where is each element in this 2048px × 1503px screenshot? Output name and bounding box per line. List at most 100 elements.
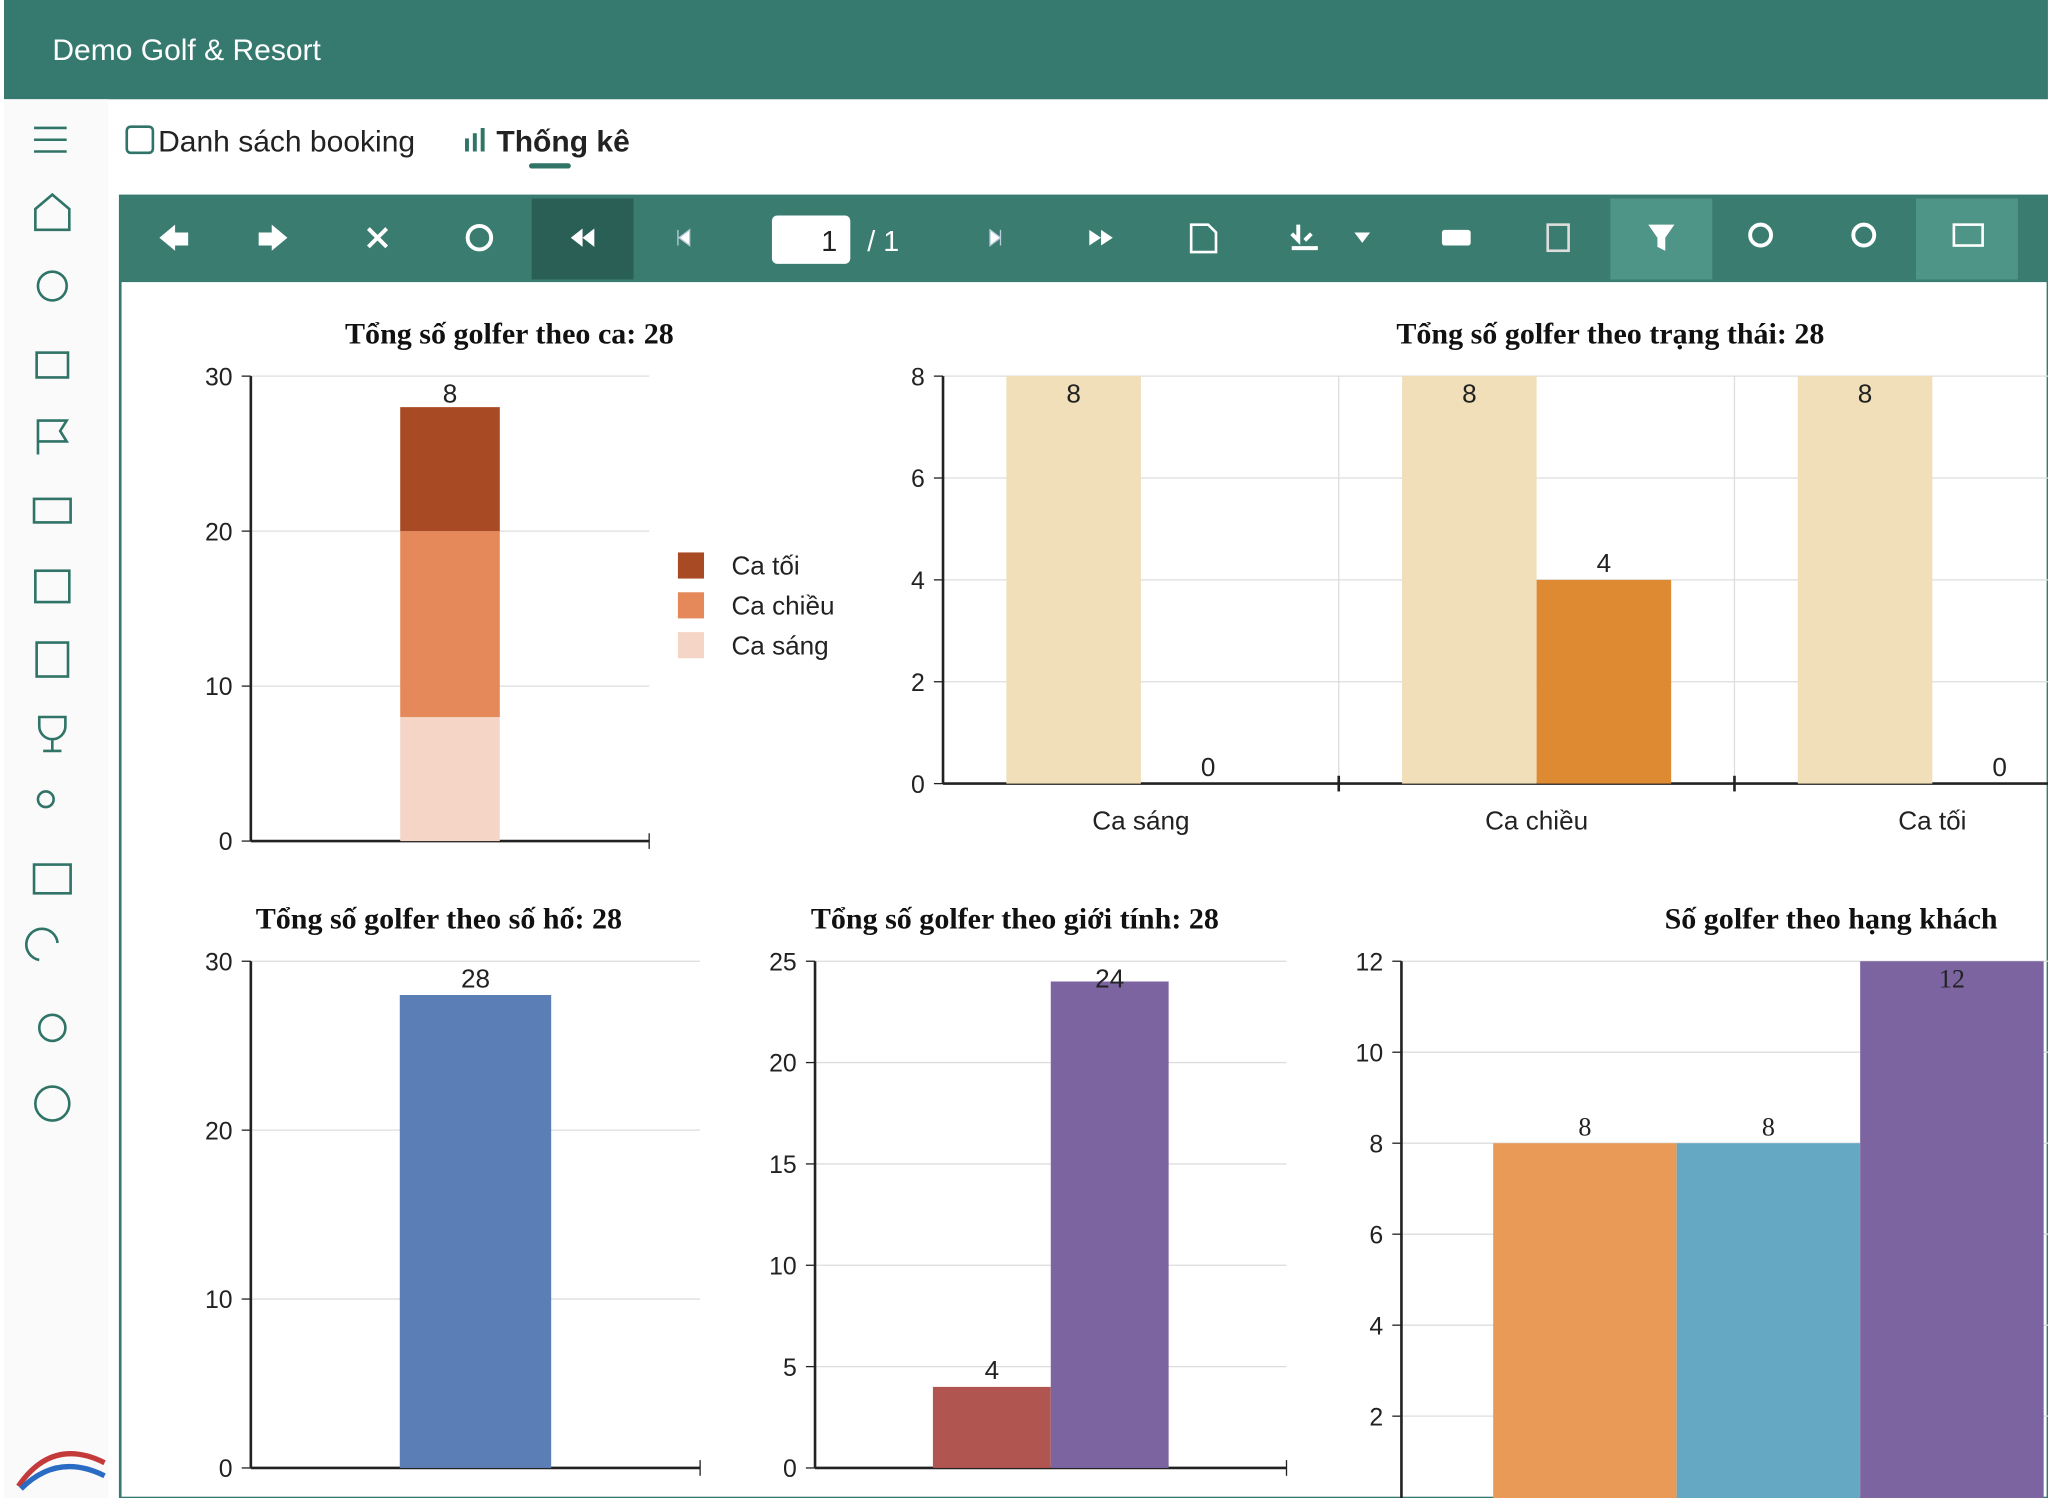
page-number: 1 [821, 226, 837, 258]
bar [400, 717, 500, 842]
charts: Tổng số golfer theo ca: 2801020308128Ca … [205, 317, 2048, 1503]
first-button[interactable] [570, 228, 595, 247]
flag-icon[interactable] [36, 419, 70, 455]
report-icon[interactable] [24, 927, 59, 962]
y-tick-label: 2 [1369, 1404, 1383, 1431]
y-tick-label: 8 [1369, 1131, 1383, 1158]
legend-swatch [677, 552, 705, 579]
redo-button[interactable] [258, 224, 288, 251]
court-icon[interactable] [32, 497, 72, 524]
chart-title: Số golfer theo hạng khách [1665, 903, 1998, 936]
home-icon[interactable] [34, 192, 71, 232]
print-button[interactable] [1441, 229, 1471, 246]
legend-label: Ca sáng [731, 630, 828, 660]
x-tick-label: Ca sáng [1092, 805, 1189, 835]
group-icon[interactable] [37, 1013, 67, 1043]
y-tick-label: 20 [205, 1118, 233, 1145]
news-icon[interactable] [32, 863, 72, 895]
bar [400, 407, 500, 532]
view-button[interactable] [1952, 223, 1984, 247]
y-tick-label: 0 [911, 772, 925, 799]
legend-swatch [677, 592, 705, 619]
y-tick-label: 10 [205, 1287, 233, 1314]
data-label: 24 [1095, 963, 1124, 993]
data-label: 8 [1762, 1112, 1775, 1141]
dropdown-button[interactable] [1354, 232, 1371, 243]
print-page-button[interactable] [1546, 223, 1570, 253]
bar [932, 1386, 1051, 1468]
data-label: 8 [1578, 1112, 1591, 1141]
data-label: 28 [461, 963, 490, 993]
bar [1006, 376, 1141, 784]
tab-active[interactable]: Thống kê [496, 125, 629, 158]
data-label: 0 [1992, 752, 2007, 782]
data-label: 8 [443, 378, 458, 408]
bar [1676, 1143, 1861, 1503]
y-tick-label: 20 [769, 1051, 797, 1078]
header-bar [4, 0, 2048, 100]
y-tick-label: 6 [1369, 1222, 1383, 1249]
data-label: 8 [1462, 378, 1477, 408]
y-tick-label: 6 [911, 466, 925, 493]
data-label: 8 [1858, 378, 1873, 408]
prev-button[interactable] [677, 228, 691, 247]
close-button[interactable] [366, 227, 389, 249]
data-label: 0 [1201, 752, 1216, 782]
download-button[interactable] [1290, 224, 1318, 251]
x-tick-label: Ca chiều [1485, 805, 1588, 835]
next-button[interactable] [989, 228, 1002, 247]
zoom-out-button[interactable] [1851, 222, 1877, 248]
y-tick-label: 0 [783, 1456, 797, 1483]
y-tick-label: 30 [205, 949, 233, 976]
staff-icon[interactable] [36, 790, 55, 809]
trophy-icon[interactable] [37, 715, 67, 753]
shop-icon[interactable] [34, 569, 71, 604]
bar [399, 995, 552, 1468]
legend-label: Ca tối [731, 551, 799, 581]
y-tick-label: 12 [1356, 949, 1384, 976]
undo-button[interactable] [159, 224, 189, 251]
y-tick-label: 10 [1356, 1040, 1384, 1067]
refresh-button[interactable] [465, 223, 494, 252]
toolbar-active [1916, 198, 2018, 280]
tab[interactable]: Danh sách booking [158, 125, 415, 158]
menu-icon[interactable] [34, 126, 67, 153]
gift-icon[interactable] [35, 351, 70, 379]
logo-mark [16, 1451, 106, 1488]
location-icon[interactable] [36, 270, 68, 302]
toolbar-buttons [159, 222, 1984, 254]
x-tick-label: Ca tối [1898, 805, 1966, 835]
sidebar-icons [16, 126, 106, 1491]
y-tick-label: 10 [205, 674, 233, 701]
bar [1402, 376, 1537, 784]
y-tick-label: 20 [205, 519, 233, 546]
bar [1493, 1143, 1677, 1503]
y-tick-label: 8 [911, 364, 925, 391]
map-icon[interactable] [35, 641, 70, 678]
chart-title: Tổng số golfer theo số hố: 28 [256, 903, 622, 936]
page-input[interactable] [771, 215, 851, 264]
y-tick-label: 2 [911, 670, 925, 697]
data-label: 4 [1597, 548, 1612, 578]
chart-title: Tổng số golfer theo trạng thái: 28 [1396, 317, 1824, 350]
bar [1536, 579, 1672, 784]
list-tab-icon [125, 125, 155, 155]
help-icon[interactable] [34, 1085, 71, 1122]
filter-button[interactable] [1648, 224, 1675, 251]
y-tick-label: 10 [769, 1253, 797, 1280]
logo-mark [19, 1463, 106, 1491]
stats-tab-icon [465, 127, 485, 152]
zoom-in-button[interactable] [1748, 222, 1773, 248]
y-tick-label: 25 [769, 949, 797, 976]
bar [1050, 981, 1169, 1468]
page-total: / 1 [867, 226, 899, 258]
export-button[interactable] [1189, 223, 1218, 254]
y-tick-label: 0 [219, 1456, 233, 1483]
bar [400, 531, 500, 718]
data-label: 4 [985, 1355, 1000, 1385]
last-button[interactable] [1089, 229, 1113, 246]
legend-swatch [677, 632, 705, 659]
y-tick-label: 30 [205, 364, 233, 391]
